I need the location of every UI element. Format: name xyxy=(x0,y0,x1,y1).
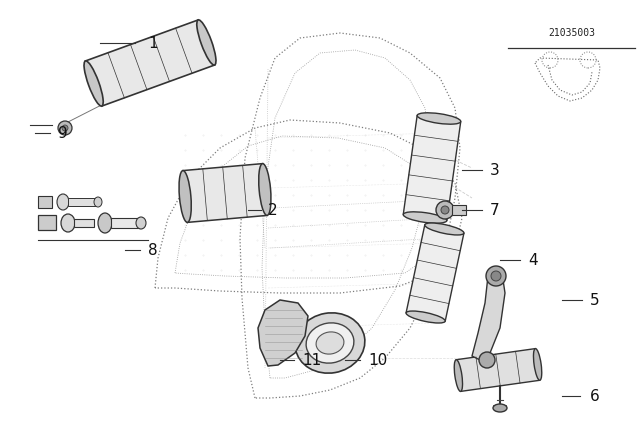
Ellipse shape xyxy=(98,213,112,233)
Circle shape xyxy=(441,206,449,214)
Text: 8: 8 xyxy=(148,242,157,258)
Ellipse shape xyxy=(306,323,354,363)
Bar xyxy=(38,215,56,230)
Ellipse shape xyxy=(57,194,69,210)
Text: 11: 11 xyxy=(302,353,321,367)
Text: 5: 5 xyxy=(590,293,600,307)
Ellipse shape xyxy=(259,164,271,215)
Ellipse shape xyxy=(493,404,507,412)
Text: 3: 3 xyxy=(490,163,500,177)
Text: 6: 6 xyxy=(590,388,600,404)
Text: 10: 10 xyxy=(368,353,387,367)
Polygon shape xyxy=(258,300,308,366)
Circle shape xyxy=(479,352,495,368)
Ellipse shape xyxy=(196,20,216,65)
Polygon shape xyxy=(456,349,540,392)
Ellipse shape xyxy=(406,311,445,323)
Bar xyxy=(74,219,94,227)
Ellipse shape xyxy=(94,197,102,207)
Text: 7: 7 xyxy=(490,202,500,217)
Bar xyxy=(111,218,141,228)
Circle shape xyxy=(486,266,506,286)
Circle shape xyxy=(436,201,454,219)
Ellipse shape xyxy=(136,217,146,229)
Polygon shape xyxy=(406,225,464,321)
Text: 9: 9 xyxy=(58,125,68,141)
Ellipse shape xyxy=(179,171,191,222)
Text: 2: 2 xyxy=(268,202,278,217)
Ellipse shape xyxy=(403,212,447,223)
Circle shape xyxy=(62,125,68,131)
Ellipse shape xyxy=(534,349,541,380)
Text: 4: 4 xyxy=(528,253,538,267)
Bar xyxy=(68,198,96,206)
Ellipse shape xyxy=(295,313,365,373)
Ellipse shape xyxy=(425,223,464,235)
Text: 21035003: 21035003 xyxy=(548,28,595,38)
Ellipse shape xyxy=(454,360,463,392)
Bar xyxy=(38,196,52,208)
Bar xyxy=(452,205,466,215)
Text: 1: 1 xyxy=(148,35,157,51)
Polygon shape xyxy=(472,270,505,360)
Circle shape xyxy=(58,121,72,135)
Circle shape xyxy=(491,271,501,281)
Ellipse shape xyxy=(84,61,103,106)
Ellipse shape xyxy=(316,332,344,354)
Ellipse shape xyxy=(417,113,461,124)
Ellipse shape xyxy=(61,214,75,232)
Polygon shape xyxy=(183,164,267,222)
Polygon shape xyxy=(403,116,461,220)
Polygon shape xyxy=(85,20,214,106)
